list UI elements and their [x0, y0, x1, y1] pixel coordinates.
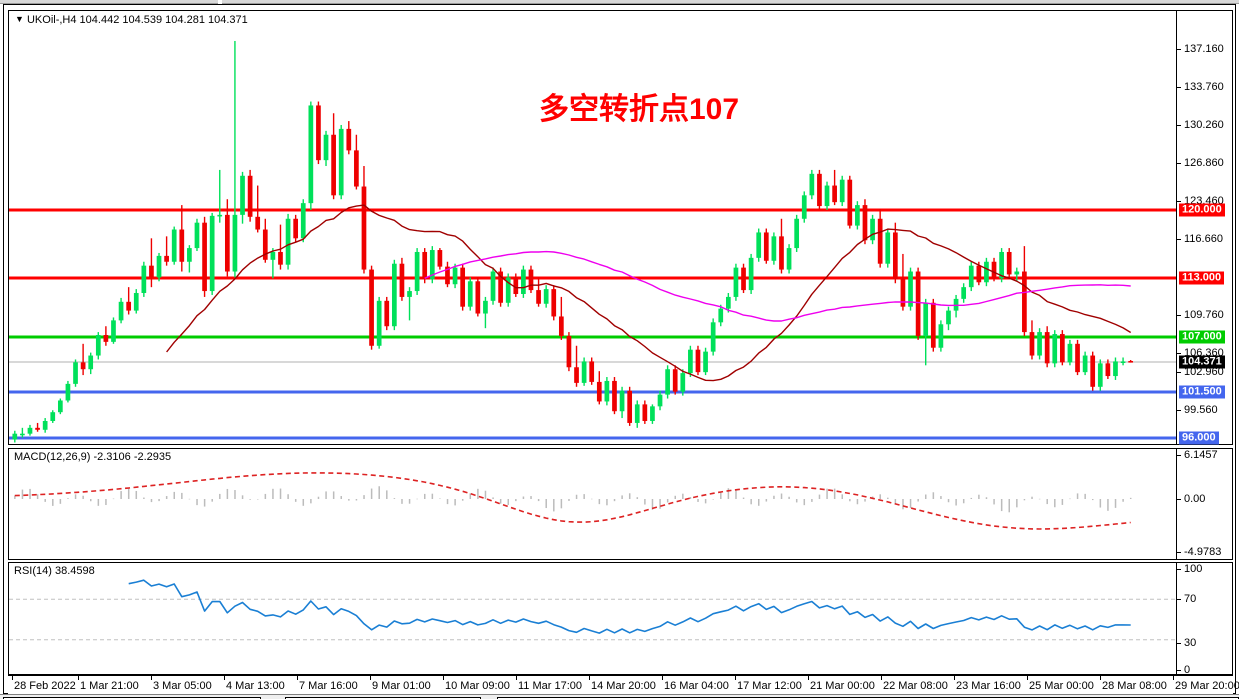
time-tick-mark — [516, 676, 517, 680]
macd-pane[interactable]: 6.1457 0.00 -4.9783 MACD(12,26,9) -2.3106 … — [8, 448, 1233, 560]
time-axis: 28 Feb 2022 1 Mar 21:00 3 Mar 05:00 4 Mar 1… — [8, 675, 1239, 695]
rsi-tick-mark — [1177, 569, 1181, 570]
time-tick-mark — [954, 676, 955, 680]
price-tick-label: 126.860 — [1184, 157, 1224, 169]
tab-2[interactable] — [285, 697, 481, 699]
rsi-axis: 100 70 30 0 — [1176, 563, 1232, 676]
time-tick-mark — [589, 676, 590, 680]
price-tick-mark — [1177, 315, 1181, 316]
time-tick-mark — [881, 676, 882, 680]
level-120-badge: 120.000 — [1179, 203, 1225, 217]
price-tick-label: 99.560 — [1184, 404, 1218, 416]
time-tick-label: 14 Mar 20:00 — [591, 680, 656, 692]
last-price-badge: 104.371 — [1179, 355, 1225, 369]
time-tick-label: 22 Mar 08:00 — [883, 680, 948, 692]
time-tick-label: 9 Mar 01:00 — [372, 680, 431, 692]
time-tick-mark — [370, 676, 371, 680]
bottom-tab-strip[interactable] — [0, 694, 1239, 699]
rsi-tick-mark — [1177, 599, 1181, 600]
macd-tick-label: 6.1457 — [1184, 449, 1218, 461]
price-tick-mark — [1177, 87, 1181, 88]
time-tick-label: 4 Mar 13:00 — [226, 680, 285, 692]
time-tick-label: 29 Mar 20:00 — [1175, 680, 1239, 692]
time-tick-mark — [78, 676, 79, 680]
rsi-tick-label: 100 — [1184, 563, 1203, 575]
rsi-tick-mark — [1177, 670, 1181, 671]
time-tick-mark — [1173, 676, 1174, 680]
time-tick-label: 7 Mar 16:00 — [299, 680, 358, 692]
price-tick-mark — [1177, 353, 1181, 354]
price-tick-label: 130.260 — [1184, 119, 1224, 131]
price-tick-mark — [1177, 163, 1181, 164]
rsi-tick-label: 30 — [1184, 637, 1197, 649]
time-tick-mark — [297, 676, 298, 680]
rsi-tick-label: 70 — [1184, 593, 1197, 605]
time-tick-label: 17 Mar 12:00 — [737, 680, 802, 692]
level-113-badge: 113.000 — [1179, 271, 1225, 285]
triangle-down-icon[interactable]: ▼ — [15, 14, 24, 24]
price-tick-mark — [1177, 201, 1181, 202]
symbol-header-text: UKOil-,H4 104.442 104.539 104.281 104.37… — [26, 14, 248, 26]
macd-tick-mark — [1177, 552, 1181, 553]
price-tick-label: 102.960 — [1184, 366, 1224, 378]
top-strip-seg-left — [0, 0, 218, 4]
level-96-badge: 96.000 — [1179, 431, 1219, 445]
time-tick-label: 21 Mar 00:00 — [810, 680, 875, 692]
macd-plot-area[interactable] — [9, 449, 1176, 559]
macd-tick-mark — [1177, 455, 1181, 456]
price-tick-mark — [1177, 410, 1181, 411]
time-tick-mark — [151, 676, 152, 680]
price-tick-label: 109.760 — [1184, 309, 1224, 321]
time-tick-label: 10 Mar 09:00 — [445, 680, 510, 692]
time-tick-mark — [1100, 676, 1101, 680]
price-tick-mark — [1177, 372, 1181, 373]
price-plot-area[interactable] — [9, 11, 1176, 444]
level-107-badge: 107.000 — [1179, 330, 1225, 344]
price-tick-label: 137.160 — [1184, 43, 1224, 55]
time-tick-label: 16 Mar 04:00 — [664, 680, 729, 692]
price-tick-mark — [1177, 49, 1181, 50]
chart-annotation: 多空转折点107 — [539, 93, 740, 126]
macd-tick-label: -4.9783 — [1184, 546, 1222, 558]
time-tick-label: 23 Mar 16:00 — [956, 680, 1021, 692]
time-tick-label: 3 Mar 05:00 — [153, 680, 212, 692]
tab-1[interactable] — [3, 697, 261, 699]
time-tick-label: 11 Mar 17:00 — [518, 680, 583, 692]
time-tick-mark — [224, 676, 225, 680]
rsi-label: RSI(14) 38.4598 — [14, 565, 95, 577]
time-tick-label: 28 Mar 08:00 — [1102, 680, 1167, 692]
price-tick-label: 116.660 — [1184, 233, 1223, 245]
price-tick-mark — [1177, 125, 1181, 126]
rsi-plot-area[interactable] — [9, 563, 1176, 674]
top-strip — [0, 0, 1239, 5]
macd-tick-label: 0.00 — [1184, 493, 1206, 505]
rsi-pane[interactable]: 100 70 30 0 RSI(14) 38.4598 — [8, 562, 1233, 676]
time-tick-mark — [808, 676, 809, 680]
macd-tick-mark — [1177, 499, 1181, 500]
price-axis: 137.160 133.760 130.260 126.860 123.460 116.6… — [1176, 11, 1232, 445]
time-tick-mark — [1027, 676, 1028, 680]
rsi-tick-label: 0 — [1184, 664, 1191, 676]
symbol-header: ▼ UKOil-,H4 104.442 104.539 104.281 104.… — [15, 14, 248, 26]
macd-axis: 6.1457 0.00 -4.9783 — [1176, 449, 1232, 559]
level-101-5-badge: 101.500 — [1179, 385, 1225, 399]
rsi-tick-mark — [1177, 643, 1181, 644]
macd-label: MACD(12,26,9) -2.3106 -2.2935 — [14, 451, 172, 463]
time-tick-label: 25 Mar 00:00 — [1029, 680, 1094, 692]
time-tick-mark — [662, 676, 663, 680]
chart-window: 137.160 133.760 130.260 126.860 123.460 116.6… — [3, 4, 1239, 695]
price-tick-label: 133.760 — [1184, 81, 1224, 93]
time-tick-label: 1 Mar 21:00 — [80, 680, 139, 692]
top-strip-seg-right — [222, 0, 1239, 4]
price-tick-mark — [1177, 239, 1181, 240]
price-pane[interactable]: 137.160 133.760 130.260 126.860 123.460 116.6… — [8, 10, 1233, 445]
time-tick-label: 28 Feb 2022 — [14, 680, 76, 692]
time-tick-mark — [443, 676, 444, 680]
time-tick-mark — [735, 676, 736, 680]
time-tick-mark — [12, 676, 13, 680]
